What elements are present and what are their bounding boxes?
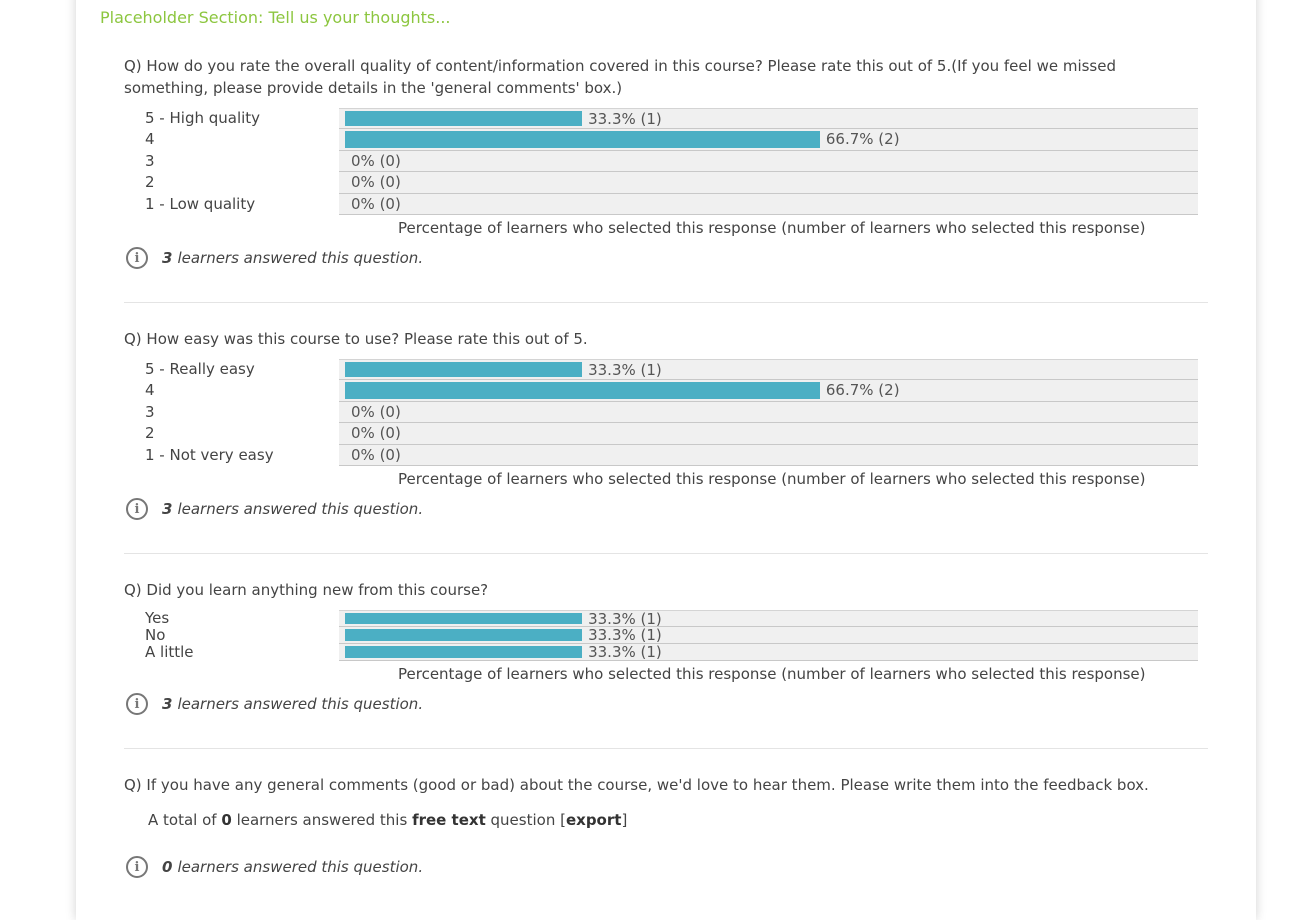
free-text-middle: learners answered this: [236, 811, 408, 829]
bar-track: 33.3% (1): [339, 108, 1198, 130]
free-text-count: 0: [221, 811, 232, 829]
info-icon: i: [126, 693, 148, 715]
chart-row: 4 66.7% (2): [145, 129, 1198, 151]
bar-category-label: 2: [145, 173, 155, 192]
info-icon: i: [126, 498, 148, 520]
export-link[interactable]: export: [565, 811, 622, 829]
bar-category-label: 2: [145, 424, 155, 443]
bar-track: 66.7% (2): [339, 129, 1198, 151]
free-text-summary: A total of 0 learners answered this free…: [148, 811, 627, 829]
answered-count: 3: [162, 500, 173, 518]
question-3-text: Q) Did you learn anything new from this …: [124, 581, 489, 599]
bar-track: 0% (0): [339, 444, 1198, 466]
chart-row: 2 0% (0): [145, 423, 1198, 445]
bar-value-label: 66.7% (2): [825, 381, 900, 400]
bar: [345, 646, 583, 658]
divider: [124, 553, 1208, 554]
bar-category-label: 4: [145, 130, 155, 149]
bar: [345, 131, 820, 148]
question-3-answered: i 3 learners answered this question.: [126, 691, 423, 717]
bar-track: 33.3% (1): [339, 644, 1198, 661]
bar-value-label: 0% (0): [351, 424, 401, 443]
question-1-caption: Percentage of learners who selected this…: [398, 219, 1146, 237]
bar-track: 0% (0): [339, 193, 1198, 215]
bar-track: 0% (0): [339, 150, 1198, 173]
info-icon: i: [126, 247, 148, 269]
question-2-text: Q) How easy was this course to use? Plea…: [124, 330, 588, 348]
bar-category-label: 5 - Really easy: [145, 360, 255, 378]
bar-value-label: 33.3% (1): [588, 626, 662, 644]
answered-count: 0: [162, 858, 173, 876]
free-text-kind: free text: [412, 811, 486, 829]
question-4-text: Q) If you have any general comments (goo…: [124, 776, 1149, 794]
bar-value-label: 0% (0): [351, 445, 401, 464]
chart-row: 4 66.7% (2): [145, 380, 1198, 402]
bar: [345, 111, 583, 127]
question-3-caption: Percentage of learners who selected this…: [398, 665, 1146, 683]
bar-track: 66.7% (2): [339, 380, 1198, 402]
bar-value-label: 33.3% (1): [588, 643, 662, 661]
question-2-caption: Percentage of learners who selected this…: [398, 470, 1146, 488]
question-2-answered: i 3 learners answered this question.: [126, 496, 423, 522]
divider: [124, 748, 1208, 749]
answered-count: 3: [162, 249, 173, 267]
answered-text: learners answered this question.: [177, 695, 424, 713]
question-4-answered: i 0 learners answered this question.: [126, 854, 423, 880]
chart-row: Yes 33.3% (1): [145, 609, 1198, 628]
question-3-chart: Yes 33.3% (1) No 33.3% (1) A little 33.3% (1): [145, 610, 1198, 661]
bar-value-label: 66.7% (2): [825, 130, 900, 149]
answered-count: 3: [162, 695, 173, 713]
bar-value-label: 0% (0): [351, 173, 401, 192]
bar-category-label: A little: [145, 643, 194, 661]
chart-row: No 33.3% (1): [145, 627, 1198, 644]
info-icon: i: [126, 856, 148, 878]
bar: [345, 362, 583, 378]
question-2-chart: 5 - Really easy 33.3% (1) 4 66.7% (2) 3 0% (0…: [145, 359, 1198, 466]
chart-row: 3 0% (0): [145, 150, 1198, 173]
answered-text: learners answered this question.: [177, 858, 424, 876]
bar-value-label: 33.3% (1): [588, 361, 662, 379]
bar-category-label: No: [145, 626, 166, 644]
free-text-suffix: question [: [490, 811, 566, 829]
bar: [345, 613, 583, 624]
answered-text: learners answered this question.: [177, 249, 424, 267]
chart-row: 3 0% (0): [145, 401, 1198, 424]
chart-row: 1 - Not very easy 0% (0): [145, 444, 1198, 466]
chart-row: 2 0% (0): [145, 172, 1198, 194]
bar-category-label: 4: [145, 381, 155, 400]
bar-track: 0% (0): [339, 423, 1198, 445]
answered-text: learners answered this question.: [177, 500, 424, 518]
chart-row: 1 - Low quality 0% (0): [145, 193, 1198, 215]
bar-value-label: 33.3% (1): [588, 610, 662, 628]
free-text-prefix: A total of: [148, 811, 217, 829]
free-text-bracket: ]: [621, 811, 628, 829]
bar: [345, 629, 583, 641]
bar-track: 0% (0): [339, 172, 1198, 194]
bar-track: 33.3% (1): [339, 627, 1198, 644]
bar-value-label: 33.3% (1): [588, 110, 662, 128]
bar-category-label: Yes: [145, 609, 170, 627]
bar-value-label: 0% (0): [351, 194, 401, 213]
bar-value-label: 0% (0): [351, 151, 401, 170]
bar-category-label: 5 - High quality: [145, 109, 261, 127]
bar-track: 33.3% (1): [339, 359, 1198, 381]
question-1-answered: i 3 learners answered this question.: [126, 245, 423, 271]
bar-category-label: 3: [145, 402, 155, 421]
bar-category-label: 3: [145, 151, 155, 170]
question-1-text: Q) How do you rate the overall quality o…: [124, 57, 1116, 97]
chart-row: 5 - High quality 33.3% (1): [145, 108, 1198, 130]
question-1-chart: 5 - High quality 33.3% (1) 4 66.7% (2) 3 0% (…: [145, 108, 1198, 215]
chart-row: A little 33.3% (1): [145, 644, 1198, 661]
bar: [345, 382, 820, 399]
bar-track: 33.3% (1): [339, 610, 1198, 628]
divider: [124, 302, 1208, 303]
bar-category-label: 1 - Low quality: [145, 194, 256, 213]
chart-row: 5 - Really easy 33.3% (1): [145, 359, 1198, 381]
bar-track: 0% (0): [339, 401, 1198, 424]
bar-category-label: 1 - Not very easy: [145, 445, 274, 464]
section-title: Placeholder Section: Tell us your though…: [100, 8, 451, 27]
bar-value-label: 0% (0): [351, 402, 401, 421]
